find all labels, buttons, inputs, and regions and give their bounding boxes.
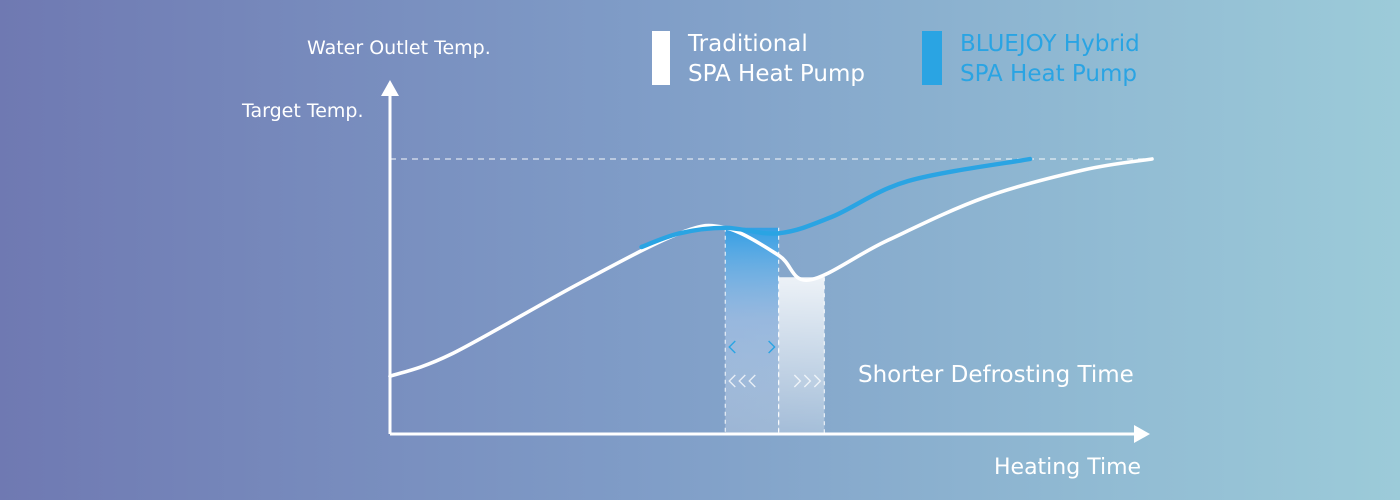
legend-label-traditional: Traditional SPA Heat Pump xyxy=(688,29,865,89)
legend-label-line: SPA Heat Pump xyxy=(688,61,865,87)
defrost-arrow-right xyxy=(768,340,776,354)
shaded-regions xyxy=(724,227,825,434)
series-line-traditional xyxy=(388,157,1154,379)
legend-item-traditional: Traditional SPA Heat Pump xyxy=(652,29,865,89)
defrost-region xyxy=(778,277,825,434)
legend-swatch-traditional xyxy=(652,31,670,85)
legend-item-bluejoy: BLUEJOY Hybrid SPA Heat Pump xyxy=(922,29,1140,89)
legend-label-line: SPA Heat Pump xyxy=(960,61,1137,87)
x-axis-label: Heating Time xyxy=(994,455,1142,480)
target-temp-label: Target Temp. xyxy=(242,100,364,122)
defrost-arrow-left xyxy=(728,340,736,354)
defrost-chevron xyxy=(728,374,736,388)
defrost-chevron xyxy=(803,374,812,388)
defrost-chevron xyxy=(738,374,746,388)
legend-swatch-bluejoy xyxy=(922,31,942,85)
defrost-chevron xyxy=(793,374,802,388)
defrost-arrows xyxy=(728,340,822,388)
series-line-bluejoy xyxy=(639,156,1033,250)
legend-label-bluejoy: BLUEJOY Hybrid SPA Heat Pump xyxy=(960,29,1140,89)
legend-label-line: Traditional xyxy=(688,31,808,57)
defrost-chevron xyxy=(748,374,756,388)
y-axis-arrow xyxy=(381,80,399,96)
defrost-region xyxy=(725,227,779,434)
defrost-chevron xyxy=(813,374,822,388)
series-layer xyxy=(388,156,1154,379)
x-axis-arrow xyxy=(1134,425,1150,443)
defrost-annotation: Shorter Defrosting Time xyxy=(858,362,1134,388)
legend-label-line: BLUEJOY Hybrid xyxy=(960,31,1140,57)
y-axis-label: Water Outlet Temp. xyxy=(307,37,491,59)
